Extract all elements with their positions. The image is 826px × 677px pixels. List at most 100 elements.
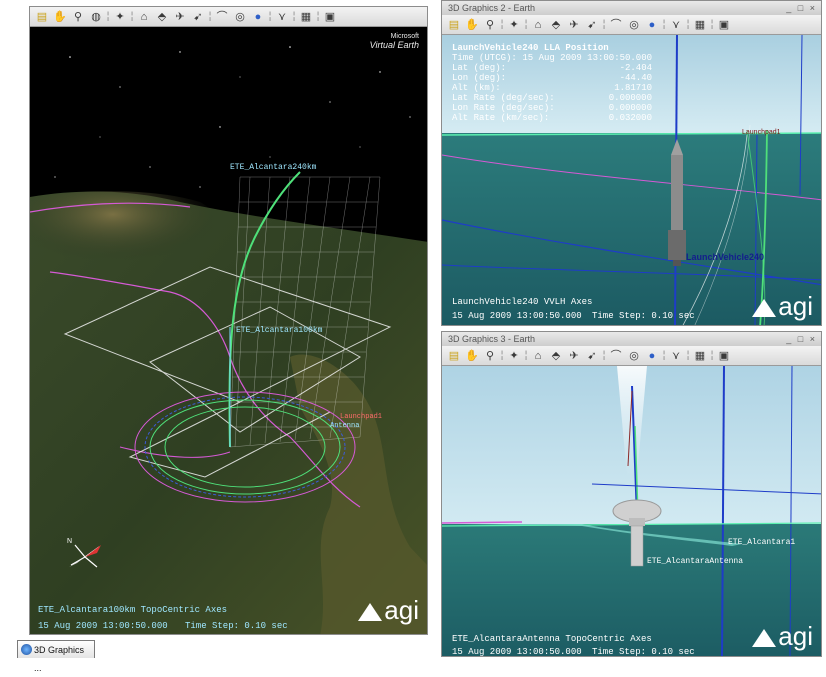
satellite-icon[interactable]: ✦ — [509, 349, 519, 362]
monitor-icon[interactable]: ▣ — [718, 18, 730, 31]
hud-row-value: 0.000000 — [608, 103, 652, 113]
hud-row: Lat (deg): -2.404 — [452, 63, 652, 73]
hud-row-label: Lat Rate (deg/sec): — [452, 93, 555, 103]
bird-icon[interactable]: ⋎ — [671, 349, 681, 362]
axis-curve-1 — [442, 219, 821, 286]
antenna-label: ETE_AlcantaraAntenna — [647, 557, 743, 566]
br-time-step: Time Step: 0.10 sec — [592, 647, 695, 657]
hud-row: Time (UTCG): 15 Aug 2009 13:00:50.000 — [452, 53, 652, 63]
hand-pan-icon[interactable]: ✋ — [465, 18, 479, 31]
left-date: 15 Aug 2009 13:00:50.000 — [38, 621, 168, 631]
new-scene-icon[interactable]: ▤ — [448, 349, 460, 362]
monitor-icon[interactable]: ▣ — [324, 10, 336, 23]
launch-vehicle-icon — [668, 139, 686, 266]
satellite-icon[interactable]: ✦ — [509, 18, 519, 31]
layers-icon[interactable]: ▦ — [694, 18, 706, 31]
hud-row-value: -44.40 — [619, 73, 652, 83]
window-controls[interactable]: _ □ × — [786, 334, 817, 344]
3d-graphics-icon — [21, 644, 32, 655]
boundary-line-1 — [30, 202, 191, 213]
vehicle-icon[interactable]: ⬘ — [551, 18, 561, 31]
left-time-step: Time Step: 0.10 sec — [185, 621, 288, 631]
hand-pan-icon[interactable]: ✋ — [53, 10, 67, 23]
measure-icon[interactable]: ⌒ — [610, 18, 622, 31]
layers-icon[interactable]: ▦ — [300, 10, 312, 23]
satellite-icon[interactable]: ✦ — [115, 10, 125, 23]
left-axes-label: ETE_Alcantara100km TopoCentric Axes — [38, 605, 228, 615]
toolbar-separator: ¦ — [208, 10, 212, 22]
bird-icon[interactable]: ⋎ — [277, 10, 287, 23]
target-icon[interactable]: ◎ — [629, 349, 639, 362]
top-right-3d-window[interactable]: 3D Graphics 2 - Earth _ □ × ▤ ✋ ⚲ ¦ ✦ ¦ ⌂ ⬘ ✈ ➹ ¦ ⌒… — [441, 0, 822, 326]
aircraft-icon[interactable]: ✈ — [569, 18, 579, 31]
hud-row-label: Lat (deg): — [452, 63, 507, 73]
window-controls[interactable]: _ □ × — [786, 3, 817, 13]
br-axes-label: ETE_AlcantaraAntenna TopoCentric Axes — [452, 634, 652, 644]
new-scene-icon[interactable]: ▤ — [448, 18, 460, 31]
missile-icon[interactable]: ➹ — [193, 10, 203, 23]
bird-icon[interactable]: ⋎ — [671, 18, 681, 31]
layers-icon[interactable]: ▦ — [694, 349, 706, 362]
vehicle-icon[interactable]: ⬘ — [551, 349, 561, 362]
bottom-right-scene[interactable]: ETE_AlcantaraAntenna ETE_Alcantara1 — [442, 366, 822, 657]
hud-row: Lon (deg): -44.40 — [452, 73, 652, 83]
hud-row-value: 0.032000 — [608, 113, 652, 123]
axis-vertical-1 — [721, 366, 725, 656]
toolbar-separator: ¦ — [710, 18, 714, 30]
zoom-icon[interactable]: ⚲ — [485, 18, 495, 31]
measure-icon[interactable]: ⌒ — [216, 10, 228, 23]
earth-icon[interactable]: ● — [648, 18, 656, 31]
bottom-right-3d-view[interactable]: ETE_AlcantaraAntenna ETE_Alcantara1 ETE_… — [442, 366, 821, 656]
coastal-land — [290, 354, 427, 634]
aircraft-icon[interactable]: ✈ — [175, 10, 185, 23]
left-scene[interactable]: ETE_Alcantara240km ETE_Alcantara100km La… — [30, 27, 428, 635]
target-icon[interactable]: ◎ — [629, 18, 639, 31]
sensor-line-2 — [694, 124, 751, 325]
facility-icon[interactable]: ⌂ — [140, 10, 148, 23]
axis-curve-2 — [442, 264, 821, 281]
sky — [442, 35, 821, 135]
top-right-3d-view[interactable]: LaunchVehicle240 Launchpad1 LaunchVehicl… — [442, 35, 821, 325]
bottom-right-3d-window[interactable]: 3D Graphics 3 - Earth _ □ × ▤ ✋ ⚲ ¦ ✦ ¦ ⌂ ⬘ ✈ ➹ ¦ ⌒… — [441, 331, 822, 657]
vehicle-icon[interactable]: ⬘ — [157, 10, 167, 23]
haze — [30, 191, 214, 269]
zoom-icon[interactable]: ⚲ — [485, 349, 495, 362]
antenna-dish-icon — [612, 499, 662, 567]
axis-vertical-2 — [789, 366, 793, 656]
hand-pan-icon[interactable]: ✋ — [465, 349, 479, 362]
missile-icon[interactable]: ➹ — [587, 18, 597, 31]
new-scene-icon[interactable]: ▤ — [36, 10, 48, 23]
hud-row-value: 15 Aug 2009 13:00:50.000 — [522, 53, 652, 63]
sensor-line-1 — [682, 134, 748, 325]
hud-row-label: Time (UTCG): — [452, 53, 517, 63]
target-icon[interactable]: ◎ — [235, 10, 245, 23]
vertical-axis-2 — [754, 134, 758, 325]
missile-icon[interactable]: ➹ — [587, 349, 597, 362]
toolbar-separator: ¦ — [602, 349, 606, 361]
virtual-earth-brand: Microsoft Virtual Earth — [369, 33, 419, 50]
measure-icon[interactable]: ⌒ — [610, 349, 622, 362]
boundary-line — [442, 521, 523, 524]
facility-icon[interactable]: ⌂ — [534, 349, 542, 362]
toolbar-separator: ¦ — [602, 18, 606, 30]
zoom-icon[interactable]: ⚲ — [73, 10, 83, 23]
agi-logo: agi — [358, 595, 419, 626]
stars — [54, 46, 411, 188]
earth-icon[interactable]: ● — [254, 10, 262, 23]
monitor-icon[interactable]: ▣ — [718, 349, 730, 362]
facility-icon[interactable]: ⌂ — [534, 18, 542, 31]
right-label: ETE_Alcantara1 — [728, 538, 795, 547]
hud-title: LaunchVehicle240 LLA Position — [452, 43, 609, 53]
toolbar-separator: ¦ — [106, 10, 110, 22]
top-right-scene[interactable]: LaunchVehicle240 Launchpad1 — [442, 35, 822, 326]
earth-icon[interactable]: ● — [648, 349, 656, 362]
globe-icon[interactable]: ◍ — [91, 10, 101, 23]
toolbar-separator: ¦ — [268, 10, 272, 22]
taskbar-tab-3d-graphics[interactable]: 3D Graphics ... — [17, 640, 95, 673]
sensor-label: Antenna — [330, 422, 359, 430]
axis-horizontal — [591, 483, 821, 495]
left-3d-window[interactable]: ▤ ✋ ⚲ ◍ ¦ ✦ ¦ ⌂ ⬘ ✈ ➹ ¦ ⌒ ◎ ● ¦ ⋎ ¦ ▦ ¦ ▣ — [29, 6, 428, 635]
aircraft-icon[interactable]: ✈ — [569, 349, 579, 362]
left-3d-view[interactable]: ETE_Alcantara240km ETE_Alcantara100km La… — [30, 27, 427, 634]
toolbar-separator: ¦ — [524, 18, 528, 30]
